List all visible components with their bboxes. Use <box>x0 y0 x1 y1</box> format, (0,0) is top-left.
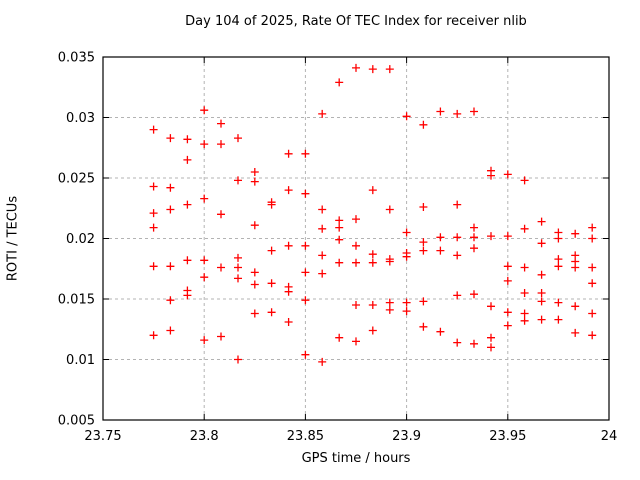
x-tick-label: 23.85 <box>287 429 324 444</box>
y-tick-label: 0.03 <box>66 111 95 126</box>
x-tick-label: 24 <box>601 429 618 444</box>
y-tick-label: 0.025 <box>58 172 95 187</box>
plot-border <box>102 56 610 421</box>
y-tick-label: 0.035 <box>58 51 95 66</box>
y-tick-label: 0.015 <box>58 293 95 308</box>
x-tick-label: 23.95 <box>489 429 526 444</box>
y-tick-label: 0.02 <box>66 232 95 247</box>
y-tick-label: 0.01 <box>66 353 95 368</box>
y-tick-label: 0.005 <box>58 414 95 429</box>
scatter-points <box>149 63 597 366</box>
x-axis-label: GPS time / hours <box>301 451 411 466</box>
x-tick-label: 23.75 <box>84 429 121 444</box>
chart-title: Day 104 of 2025, Rate Of TEC Index for r… <box>185 14 527 29</box>
x-tick-label: 23.9 <box>392 429 421 444</box>
x-tick-label: 23.8 <box>190 429 219 444</box>
